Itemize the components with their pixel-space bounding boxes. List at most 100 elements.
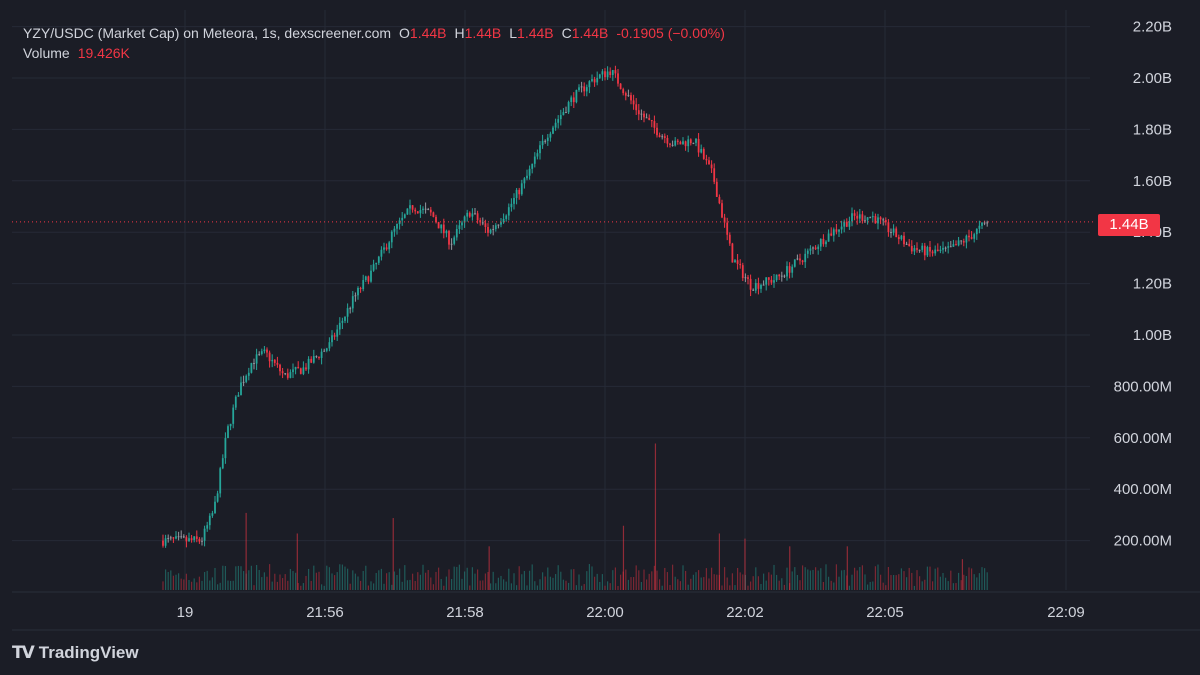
candle-body <box>442 224 445 234</box>
candle-body <box>549 133 552 138</box>
candle-body <box>879 217 882 220</box>
y-tick-label: 600.00M <box>1114 430 1172 447</box>
candle-body <box>650 120 653 122</box>
candle-body <box>723 217 726 223</box>
candle-body <box>310 358 313 363</box>
candle-body <box>877 217 879 224</box>
candle-body <box>684 141 687 147</box>
candle-body <box>840 226 843 230</box>
candle-body <box>770 279 773 283</box>
candle-body <box>559 115 562 120</box>
close-label: C <box>561 25 572 41</box>
candle-body <box>253 362 255 364</box>
candle-body <box>489 229 492 233</box>
candle-body <box>338 322 341 330</box>
candle-body <box>856 215 859 219</box>
candle-body <box>492 229 495 231</box>
candle-body <box>286 373 289 378</box>
candle-body <box>354 295 357 297</box>
candle-body <box>541 140 544 146</box>
candle-body <box>762 284 765 286</box>
candle-body <box>939 249 942 252</box>
candle-body <box>325 348 328 351</box>
y-tick-label: 1.60B <box>1133 173 1172 190</box>
candle-body <box>949 246 952 248</box>
candle-body <box>255 354 258 364</box>
x-tick-label: 22:09 <box>1047 604 1085 621</box>
candle-body <box>435 216 437 223</box>
candle-body <box>601 71 604 75</box>
candle-body <box>583 86 586 92</box>
x-tick-label: 19 <box>177 604 194 621</box>
candle-body <box>307 358 310 370</box>
candle-body <box>448 230 450 245</box>
candle-body <box>190 538 193 540</box>
x-tick-label: 22:02 <box>726 604 764 621</box>
candle-body <box>198 538 201 542</box>
candle-body <box>978 225 981 229</box>
candle-body <box>892 228 895 233</box>
candle-body <box>572 97 575 103</box>
candle-body <box>598 74 601 78</box>
candle-body <box>741 265 744 278</box>
candle-body <box>869 217 872 219</box>
tradingview-footer[interactable]: TV TradingView <box>12 643 139 663</box>
candle-body <box>575 90 578 103</box>
candle-body <box>518 189 521 195</box>
candle-body <box>624 93 627 96</box>
last-price-tag: 1.44B <box>1098 214 1160 236</box>
candle-body <box>182 536 185 538</box>
candle-body <box>736 260 739 264</box>
candle-body <box>910 245 913 252</box>
candle-body <box>219 468 222 494</box>
candle-body <box>234 396 237 408</box>
candle-body <box>773 280 775 283</box>
candle-body <box>728 234 731 244</box>
change-value: -0.1905 (−0.00%) <box>616 25 725 41</box>
x-tick-label: 22:00 <box>586 604 624 621</box>
candle-body <box>962 241 965 243</box>
candle-body <box>585 87 588 92</box>
candle-body <box>557 119 560 123</box>
candle-body <box>671 144 674 146</box>
candle-body <box>640 113 643 115</box>
candle-body <box>747 277 749 279</box>
candle-body <box>609 71 612 75</box>
candle-body <box>663 136 666 138</box>
candle-body <box>216 493 219 502</box>
candle-body <box>370 270 372 282</box>
candle-body <box>406 208 409 215</box>
candle-body <box>843 221 846 227</box>
candle-body <box>544 140 547 142</box>
candle-body <box>929 246 931 252</box>
candle-body <box>240 382 242 396</box>
candle-body <box>819 238 822 247</box>
candle-body <box>419 210 422 214</box>
close-value: 1.44B <box>571 25 609 41</box>
candle-body <box>284 373 287 375</box>
candle-body <box>916 248 918 250</box>
candle-body <box>466 212 469 217</box>
candle-body <box>312 356 315 363</box>
candle-body <box>437 222 440 229</box>
candle-body <box>705 158 708 161</box>
candle-body <box>604 71 606 78</box>
candle-body <box>461 222 463 226</box>
candle-body <box>175 536 177 539</box>
candle-body <box>658 135 661 137</box>
candle-body <box>445 230 448 234</box>
candle-body <box>827 233 830 242</box>
candle-body <box>385 247 388 250</box>
candle-body <box>801 260 804 263</box>
candle-body <box>689 139 692 144</box>
candle-body <box>539 145 541 154</box>
candle-body <box>552 127 554 134</box>
candle-body <box>247 372 250 376</box>
chart-legend: YZY/USDC (Market Cap) on Meteora, 1s, de… <box>23 23 725 63</box>
candle-body <box>944 247 947 249</box>
candle-body <box>934 249 937 254</box>
candle-body <box>931 251 934 254</box>
open-value: 1.44B <box>409 25 447 41</box>
volume-label: Volume <box>23 45 70 61</box>
